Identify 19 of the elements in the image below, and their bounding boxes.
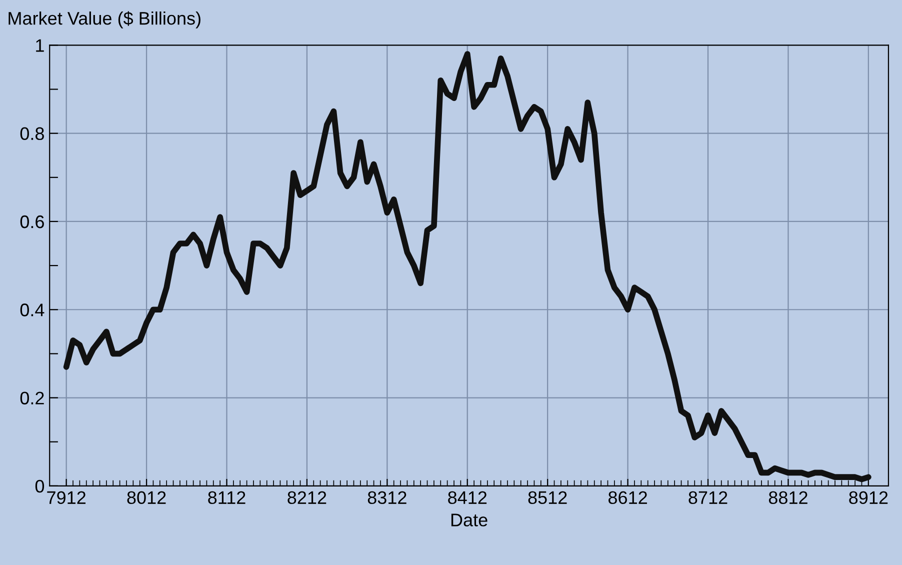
x-tick-label: 8012 [127,491,166,504]
x-tick-label: 8912 [849,491,888,504]
x-tick-label: 8112 [208,491,246,504]
x-tick-label: 8712 [688,491,728,504]
y-tick-label: 0.6 [20,215,44,228]
y-tick-label: 0.8 [20,127,44,140]
x-tick-label: 7912 [47,491,86,504]
x-tick-label: 8312 [368,491,406,504]
y-tick-label: 1 [36,39,44,52]
x-tick-label: 8612 [608,491,647,504]
x-axis-title: Date [451,514,488,526]
x-tick-label: 8812 [768,491,808,504]
y-axis-title: Market Value ($ Billions) [8,11,200,28]
x-tick-label: 8212 [288,491,326,504]
y-tick-label: 0.2 [20,392,44,404]
x-tick-label: 8412 [448,491,487,504]
x-tick-label: 8512 [528,491,567,504]
y-tick-label: 0 [35,480,44,493]
y-tick-label: 0.4 [20,304,44,316]
